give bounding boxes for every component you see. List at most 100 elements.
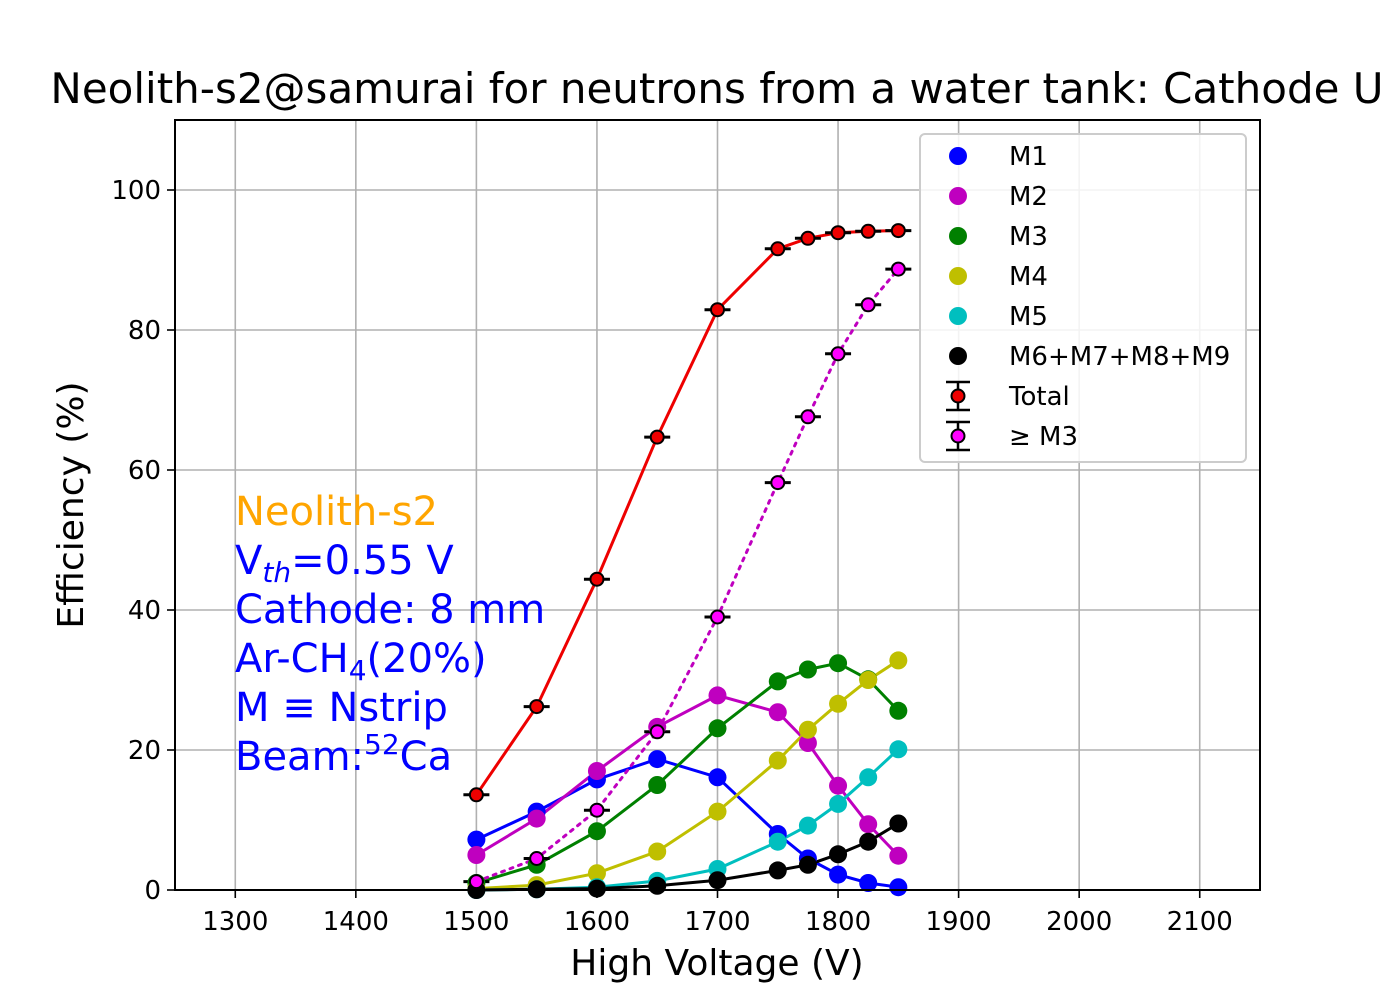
data-point — [708, 768, 727, 787]
data-point — [798, 720, 817, 739]
x-tick-label: 1400 — [323, 907, 389, 937]
data-point — [708, 719, 727, 738]
data-point — [830, 225, 846, 241]
data-point — [890, 261, 906, 277]
data-point — [798, 816, 817, 835]
data-point — [860, 297, 876, 313]
legend-box — [919, 133, 1247, 463]
y-tick-label: 80 — [128, 316, 161, 346]
x-tick-label: 1900 — [926, 907, 992, 937]
data-point — [798, 660, 817, 679]
chart-title: Neolith-s2@samurai for neutrons from a w… — [50, 64, 1383, 113]
legend-label: M4 — [1009, 262, 1048, 292]
data-point — [529, 851, 545, 866]
legend-label: ≥ M3 — [1009, 422, 1078, 452]
y-axis-ticks: 0 20 40 60 80 100 — [111, 176, 175, 906]
data-point — [859, 815, 878, 834]
legend-marker — [949, 147, 967, 165]
data-point — [587, 762, 606, 780]
data-point — [800, 409, 816, 425]
gas-subscript: 4 — [349, 654, 367, 687]
legend-label: M2 — [1009, 182, 1048, 212]
gas-suffix: (20%) — [367, 636, 487, 682]
data-point — [889, 740, 908, 759]
data-point — [768, 751, 787, 770]
beam-prefix: Beam: — [235, 734, 364, 780]
data-point — [889, 846, 908, 865]
x-tick-label: 2100 — [1167, 907, 1233, 937]
data-point — [768, 672, 787, 691]
data-point — [890, 223, 906, 239]
vth-prefix: V — [235, 538, 263, 584]
legend-marker — [950, 428, 966, 444]
data-point — [768, 703, 787, 722]
x-axis-ticks: 1300 1400 1500 1600 1700 1800 1900 2000 2100 — [202, 890, 1233, 937]
data-point — [648, 876, 667, 895]
data-point — [587, 822, 606, 841]
threshold-label: Vth=0.55 V — [235, 538, 454, 589]
data-point — [648, 776, 667, 794]
data-point — [800, 230, 816, 246]
data-point — [798, 855, 817, 874]
x-tick-label: 1300 — [202, 907, 268, 937]
vth-subscript: th — [262, 556, 291, 589]
data-point — [468, 874, 484, 890]
data-point — [859, 874, 878, 892]
legend-marker — [949, 187, 967, 205]
data-point — [859, 768, 878, 787]
y-tick-label: 0 — [144, 876, 161, 906]
series-lines — [474, 229, 900, 892]
legend: M1 M2 M3 M4 M5 M6+M7+M8+M9 Total ≥ M3 — [919, 133, 1247, 463]
data-point — [708, 802, 727, 821]
data-point — [648, 750, 667, 769]
data-point — [587, 879, 606, 898]
data-point — [770, 475, 786, 491]
data-point — [768, 861, 787, 880]
series-line — [474, 661, 900, 885]
data-point — [467, 846, 486, 864]
data-point — [710, 609, 725, 625]
cathode-label: Cathode: 8 mm — [235, 587, 545, 633]
data-point — [649, 429, 665, 445]
legend-marker — [950, 388, 966, 404]
beam-label: Beam:52Ca — [235, 728, 452, 780]
data-point — [649, 724, 665, 740]
data-point — [770, 241, 786, 257]
x-tick-label: 1500 — [443, 907, 509, 937]
y-tick-label: 40 — [128, 596, 161, 626]
x-tick-label: 1800 — [805, 907, 871, 937]
legend-label: Total — [1008, 382, 1070, 412]
data-point — [889, 878, 908, 897]
data-point — [889, 651, 908, 670]
series-line — [474, 822, 900, 892]
data-point — [829, 694, 848, 713]
data-point — [830, 346, 846, 362]
detector-name: Neolith-s2 — [235, 489, 438, 535]
data-point — [829, 654, 848, 673]
x-axis-title: High Voltage (V) — [570, 943, 863, 984]
x-tick-label: 1700 — [684, 907, 750, 937]
data-point — [589, 802, 605, 818]
multiplicity-definition: M ≡ Nstrip — [235, 685, 448, 731]
beam-suffix: Ca — [400, 734, 452, 780]
data-point — [889, 701, 908, 720]
data-point — [829, 794, 848, 813]
legend-label: M5 — [1009, 302, 1048, 332]
y-tick-label: 60 — [128, 456, 161, 486]
data-point — [648, 842, 667, 861]
data-point — [467, 830, 486, 849]
legend-marker — [949, 307, 967, 325]
data-point — [768, 832, 787, 851]
series-line — [474, 229, 900, 797]
data-point — [859, 832, 878, 851]
data-point — [798, 734, 817, 752]
y-tick-label: 100 — [111, 176, 161, 206]
legend-label: M3 — [1009, 222, 1048, 252]
gas-prefix: Ar-CH — [235, 636, 349, 682]
series-line — [474, 658, 900, 891]
data-point — [529, 699, 545, 715]
legend-marker — [949, 347, 967, 365]
y-tick-label: 20 — [128, 736, 161, 766]
beam-superscript: 52 — [364, 728, 400, 761]
